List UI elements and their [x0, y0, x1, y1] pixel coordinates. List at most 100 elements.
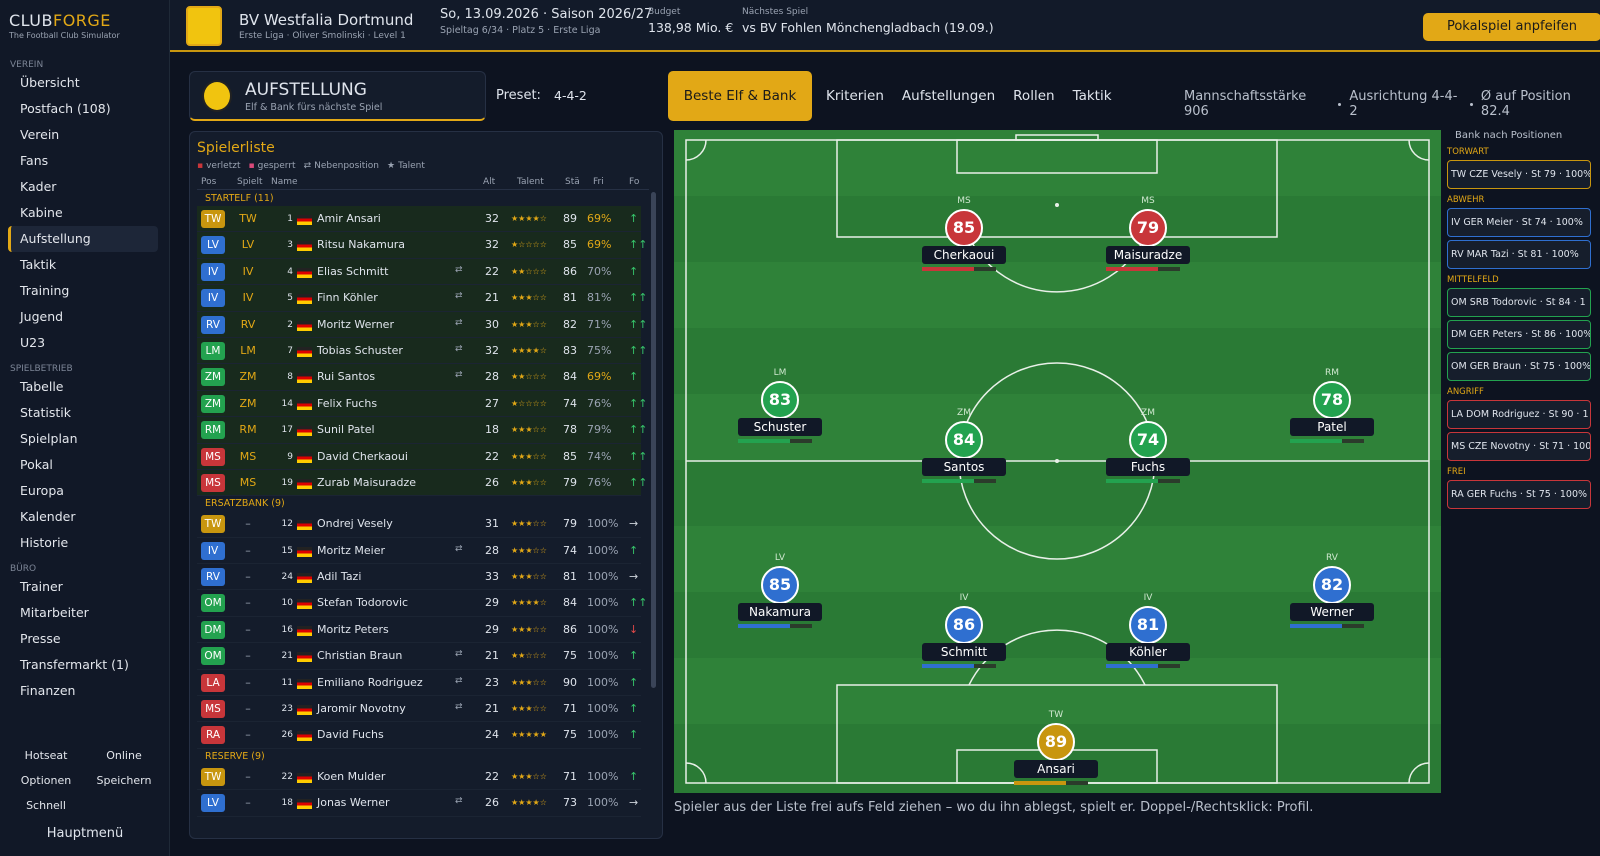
- shirt-number: 24: [281, 572, 293, 583]
- player-row[interactable]: RA – 26 David Fuchs 24 ★★★★★ 75 100% ↑: [197, 722, 641, 749]
- player-row[interactable]: MS – 23 Jaromir Novotny ⇄ 21 ★★★☆☆ 71 100% ↑: [197, 696, 641, 723]
- footer-button[interactable]: Schnell: [26, 799, 66, 812]
- pitch-pos: ZM: [1141, 408, 1155, 418]
- fitness-fill: [922, 664, 974, 668]
- fitness-bar: [738, 624, 812, 628]
- fitness: 69%: [587, 238, 612, 252]
- nav-item[interactable]: Transfermarkt (1): [20, 657, 129, 672]
- main-menu[interactable]: Hauptmenü: [46, 826, 124, 841]
- bench-player[interactable]: IV GER Meier · St 74 · 100%: [1447, 208, 1591, 237]
- player-row[interactable]: TW – 22 Koen Mulder 22 ★★★☆☆ 71 100% ↑: [197, 764, 641, 791]
- player-name: Köhler: [1106, 643, 1190, 661]
- fitness-bar: [1290, 439, 1364, 443]
- tool-button[interactable]: Rollen: [1013, 88, 1055, 104]
- nav-item[interactable]: Kalender: [20, 509, 76, 524]
- nav-item[interactable]: Historie: [20, 535, 69, 550]
- bench-player[interactable]: RV MAR Tazi · St 81 · 100%: [1447, 240, 1591, 269]
- nav-item[interactable]: Aufstellung: [8, 226, 158, 252]
- player-row[interactable]: LV LV 3 Ritsu Nakamura 32 ★☆☆☆☆ 85 69% ↑↑: [197, 232, 647, 259]
- footer-button[interactable]: Online: [106, 749, 142, 762]
- np-icon: ⇄: [455, 370, 463, 381]
- nav-item[interactable]: Kabine: [20, 205, 63, 220]
- budget: 138,98 Mio. €: [648, 20, 734, 35]
- nav-item[interactable]: U23: [20, 335, 46, 350]
- talent: ★★★☆☆: [511, 545, 547, 555]
- player-row[interactable]: ZM ZM 14 Felix Fuchs 27 ★☆☆☆☆ 74 76% ↑↑: [197, 390, 647, 418]
- flag: [297, 678, 312, 689]
- bench-player[interactable]: TW CZE Vesely · St 79 · 100%: [1447, 160, 1591, 189]
- nav-item[interactable]: Finanzen: [20, 683, 76, 698]
- player-row[interactable]: LV – 18 Jonas Werner ⇄ 26 ★★★★☆ 73 100% →: [197, 790, 641, 817]
- player-row[interactable]: IV IV 4 Elias Schmitt ⇄ 22 ★★☆☆☆ 86 70% ↑: [197, 258, 641, 286]
- plays: –: [245, 543, 251, 557]
- player-row[interactable]: LM LM 7 Tobias Schuster ⇄ 32 ★★★★☆ 83 75% ↑↑: [197, 337, 647, 365]
- group-title: ERSATZBANK (9): [205, 498, 285, 510]
- talent: ★★★☆☆: [511, 519, 547, 529]
- bench-player[interactable]: OM GER Braun · St 75 · 100%: [1447, 352, 1591, 381]
- nav-item[interactable]: Kader: [20, 179, 57, 194]
- nav-item[interactable]: Spielplan: [20, 431, 78, 446]
- tool-button[interactable]: Taktik: [1072, 88, 1112, 104]
- bench-player[interactable]: MS CZE Novotny · St 71 · 100: [1447, 432, 1591, 461]
- fitness-fill: [1106, 479, 1158, 483]
- bench-player[interactable]: RA GER Fuchs · St 75 · 100%: [1447, 480, 1591, 509]
- player-row[interactable]: OM – 21 Christian Braun ⇄ 21 ★★☆☆☆ 75 100% ↑: [197, 643, 641, 670]
- player-row[interactable]: RM RM 17 Sunil Patel 18 ★★★☆☆ 78 79% ↑↑: [197, 417, 647, 444]
- kickoff-button[interactable]: Pokalspiel anpfeifen: [1423, 13, 1600, 41]
- nav-item[interactable]: Postfach (108): [20, 101, 111, 116]
- player-row[interactable]: MS MS 9 David Cherkaoui 22 ★★★☆☆ 85 74% ↑↑: [197, 443, 647, 470]
- footer-button[interactable]: Optionen: [20, 774, 72, 787]
- nav-item[interactable]: Jugend: [20, 309, 64, 324]
- best-button[interactable]: Beste Elf & Bank: [668, 71, 812, 121]
- nav-item[interactable]: Presse: [20, 631, 61, 646]
- legend: ▪ verletzt ▪ gesperrt ⇄ Nebenposition ★ Talent: [197, 161, 425, 171]
- player-row[interactable]: TW – 12 Ondrej Vesely 31 ★★★☆☆ 79 100% →: [197, 511, 641, 538]
- plays: –: [245, 796, 251, 810]
- player-row[interactable]: TW TW 1 Amir Ansari 32 ★★★★☆ 89 69% ↑: [197, 206, 641, 233]
- age: 21: [485, 649, 499, 663]
- plays: LM: [240, 343, 256, 357]
- tool-button[interactable]: Aufstellungen: [901, 88, 996, 104]
- fitness: 100%: [587, 570, 619, 584]
- age: 22: [485, 449, 499, 463]
- nav-item[interactable]: Fans: [20, 153, 49, 168]
- header: BV Westfalia Dortmund Erste Liga · Olive…: [170, 0, 1600, 52]
- player-row[interactable]: IV IV 5 Finn Köhler ⇄ 21 ★★★☆☆ 81 81% ↑↑: [197, 285, 647, 312]
- nav-item[interactable]: Tabelle: [20, 379, 64, 394]
- player-row[interactable]: DM – 16 Moritz Peters 29 ★★★☆☆ 86 100% ↓: [197, 617, 641, 644]
- player-row[interactable]: IV – 15 Moritz Meier ⇄ 28 ★★★☆☆ 74 100% ↑: [197, 538, 641, 565]
- footer-button[interactable]: Speichern: [96, 774, 152, 787]
- scrollbar[interactable]: [651, 192, 656, 688]
- nav-item[interactable]: Training: [20, 283, 70, 298]
- tagline: The Football Club Simulator: [9, 31, 120, 40]
- column-header: Pos: [201, 177, 217, 187]
- nav-item[interactable]: Europa: [20, 483, 64, 498]
- pos-badge: OM: [201, 594, 225, 613]
- bench-player[interactable]: DM GER Peters · St 86 · 100%: [1447, 320, 1591, 349]
- bench-player[interactable]: LA DOM Rodriguez · St 90 · 1: [1447, 400, 1591, 429]
- preset-select[interactable]: 4-4-2: [554, 88, 587, 103]
- nav-item[interactable]: Taktik: [20, 257, 57, 272]
- np-icon: ⇄: [455, 702, 463, 713]
- footer-button[interactable]: Hotseat: [24, 749, 68, 762]
- player-row[interactable]: RV RV 2 Moritz Werner ⇄ 30 ★★★☆☆ 82 71% ↑↑: [197, 311, 647, 338]
- legend-label: Talent: [398, 161, 425, 171]
- tool-button[interactable]: Kriterien: [826, 88, 884, 104]
- player-row[interactable]: ZM ZM 8 Rui Santos ⇄ 28 ★★☆☆☆ 84 69% ↑: [197, 364, 641, 391]
- player-row[interactable]: LA – 11 Emiliano Rodriguez ⇄ 23 ★★★☆☆ 90 100% ↑: [197, 670, 641, 697]
- nav-item[interactable]: Statistik: [20, 405, 71, 420]
- age: 29: [485, 596, 499, 610]
- nav-item[interactable]: Mitarbeiter: [20, 605, 89, 620]
- bench-player[interactable]: OM SRB Todorovic · St 84 · 1: [1447, 288, 1591, 317]
- player-row[interactable]: OM – 10 Stefan Todorovic 29 ★★★★☆ 84 100% ↑↑: [197, 590, 647, 617]
- player-row[interactable]: RV – 24 Adil Tazi 33 ★★★☆☆ 81 100% →: [197, 564, 641, 591]
- nav-item[interactable]: Pokal: [20, 457, 53, 472]
- player-row[interactable]: MS MS 19 Zurab Maisuradze 26 ★★★☆☆ 79 76% ↑↑: [197, 469, 647, 497]
- nav-item[interactable]: Verein: [20, 127, 60, 142]
- form: ↑↑: [629, 291, 648, 305]
- pitch-lines: [674, 130, 1441, 784]
- nav-item[interactable]: Übersicht: [20, 75, 80, 90]
- nav-item[interactable]: Trainer: [20, 579, 63, 594]
- flag: [297, 452, 312, 463]
- player-name: Schmitt: [922, 643, 1006, 661]
